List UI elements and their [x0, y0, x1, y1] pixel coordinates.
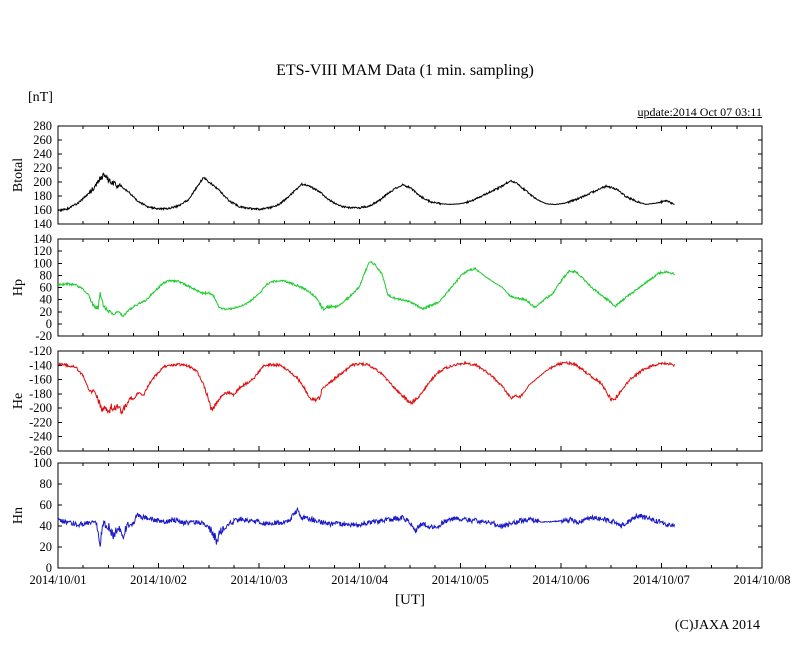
y-tick-label: 140 [33, 217, 52, 231]
y-tick-label: 40 [40, 519, 53, 533]
y-tick-label: -140 [29, 358, 52, 372]
panel-border [57, 238, 763, 337]
update-timestamp: update:2014 Oct 07 03:11 [637, 105, 762, 119]
x-tick-label: 2014/10/04 [331, 573, 389, 587]
y-tick-label: 260 [33, 133, 52, 147]
y-tick-label: -200 [29, 401, 52, 415]
y-tick-label: 240 [33, 147, 52, 161]
y-tick-label: 60 [40, 498, 53, 512]
x-tick-label: 2014/10/01 [30, 573, 87, 587]
y-tick-label: 220 [33, 161, 52, 175]
series-hp [57, 260, 675, 318]
panel-border [57, 462, 763, 569]
x-tick-label: 2014/10/06 [532, 573, 589, 587]
y-tick-label: -160 [29, 373, 52, 387]
y-tick-label: 280 [33, 119, 52, 133]
y-tick-label: 20 [40, 305, 53, 319]
y-unit-label: [nT] [28, 90, 53, 105]
y-tick-label: 20 [40, 540, 53, 554]
y-tick-label: 160 [33, 203, 52, 217]
y-tick-label: 80 [40, 477, 53, 491]
panel-border [57, 350, 763, 452]
y-tick-label: 120 [33, 244, 52, 258]
panel-he: -260-240-220-200-180-160-140-120 He [11, 344, 763, 458]
x-tick-label: 2014/10/02 [130, 573, 187, 587]
y-tick-label: 40 [40, 293, 53, 307]
y-tick-label: 140 [33, 232, 52, 246]
y-tick-label: 0 [46, 561, 52, 575]
panel-ylabel: Btotal [11, 158, 26, 192]
y-tick-label: 60 [40, 281, 53, 295]
y-tick-label: 100 [33, 256, 52, 270]
panel-hn: 0 20 40 60 80 100 Hn [11, 456, 763, 575]
y-tick-label: 80 [40, 268, 53, 282]
x-tick-label: 2014/10/08 [734, 573, 791, 587]
y-tick-label: -180 [29, 387, 52, 401]
x-tick-label: 2014/10/05 [432, 573, 489, 587]
series-he [57, 360, 675, 415]
x-tick-label: 2014/10/03 [231, 573, 288, 587]
panel-ylabel: Hn [11, 507, 26, 524]
y-tick-label: -240 [29, 430, 52, 444]
series-btotal [57, 172, 675, 213]
y-tick-label: -120 [29, 344, 52, 358]
series-hn [57, 506, 675, 547]
y-tick-label: 100 [33, 456, 52, 470]
panel-ylabel: Hp [11, 279, 26, 296]
y-tick-label: 0 [46, 317, 52, 331]
panel-ylabel: He [11, 393, 26, 409]
x-tick-label: 2014/10/07 [633, 573, 690, 587]
y-tick-label: -220 [29, 415, 52, 429]
y-tick-label: -20 [35, 329, 52, 343]
y-tick-label: -260 [29, 444, 52, 458]
y-tick-label: 200 [33, 175, 52, 189]
y-tick-label: 180 [33, 189, 52, 203]
copyright-label: (C)JAXA 2014 [674, 618, 760, 633]
chart-title: ETS-VIII MAM Data (1 min. sampling) [276, 62, 534, 79]
x-axis-unit-label: [UT] [395, 592, 425, 608]
